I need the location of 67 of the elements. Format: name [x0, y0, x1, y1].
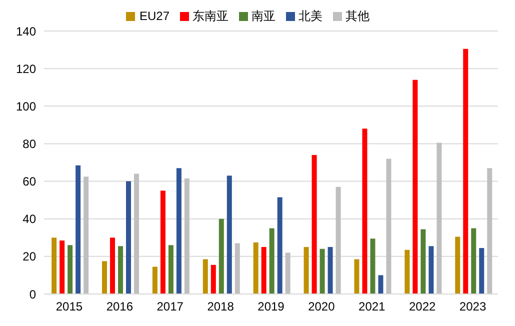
bar: [218, 218, 224, 294]
bar: [455, 236, 460, 294]
bar: [210, 264, 216, 294]
bar: [304, 247, 309, 294]
bar: [328, 247, 333, 294]
bar: [378, 275, 384, 294]
bar: [269, 228, 274, 294]
bar: [428, 246, 434, 294]
y-tick-label: 140: [16, 24, 36, 38]
x-tick-label: 2020: [308, 300, 336, 314]
y-tick-label: 40: [22, 212, 36, 226]
x-tick-label: 2015: [56, 300, 83, 314]
y-tick-label: 60: [22, 174, 36, 189]
bar: [420, 229, 426, 294]
bar: [184, 178, 190, 294]
bar: [386, 158, 392, 294]
bar: [277, 197, 282, 294]
bar: [320, 248, 325, 294]
x-tick-label: 2023: [459, 300, 486, 314]
bar: [471, 228, 476, 294]
bar: [463, 48, 468, 294]
bar: [102, 261, 108, 294]
x-tick-label: 2016: [106, 300, 134, 314]
bar: [261, 247, 266, 294]
bar: [412, 80, 418, 294]
bar: [487, 168, 492, 294]
y-tick-label: 120: [16, 62, 36, 76]
bar: [152, 266, 158, 294]
bar: [84, 176, 89, 294]
legend-label: 东南亚: [192, 9, 229, 23]
bar: [234, 243, 240, 294]
x-tick-label: 2018: [207, 300, 234, 314]
bar: [118, 246, 124, 294]
bar: [52, 238, 57, 294]
bar: [336, 186, 341, 294]
bar: [60, 240, 65, 294]
bar: [226, 176, 232, 294]
bar: [126, 181, 132, 294]
bar: [354, 259, 360, 294]
bar: [285, 252, 290, 294]
x-tick-label: 2019: [258, 300, 285, 314]
y-tick-label: 100: [16, 99, 36, 114]
bar: [134, 174, 140, 294]
y-tick-label: 20: [22, 250, 36, 264]
bar: [202, 259, 208, 294]
bar: [436, 142, 442, 294]
bar: [370, 238, 376, 294]
bar: [110, 238, 116, 294]
y-tick-label: 80: [22, 136, 36, 151]
bar: [68, 245, 73, 294]
bar: [176, 168, 182, 294]
bar: [312, 154, 317, 294]
bar: [479, 248, 484, 294]
y-tick-label: 0: [29, 287, 36, 302]
legend-label: 北美: [298, 9, 323, 23]
bar: [76, 165, 81, 294]
x-tick-label: 2022: [408, 300, 436, 314]
bar: [404, 250, 410, 294]
bar: [253, 242, 258, 294]
bar: [362, 128, 368, 294]
legend-label: 南亚: [252, 9, 276, 23]
x-tick-label: 2017: [156, 300, 184, 314]
legend-label: 其他: [346, 9, 370, 23]
x-tick-label: 2021: [358, 300, 386, 314]
bar: [160, 190, 166, 294]
bar: [168, 245, 174, 294]
legend-label: EU27: [139, 9, 170, 23]
